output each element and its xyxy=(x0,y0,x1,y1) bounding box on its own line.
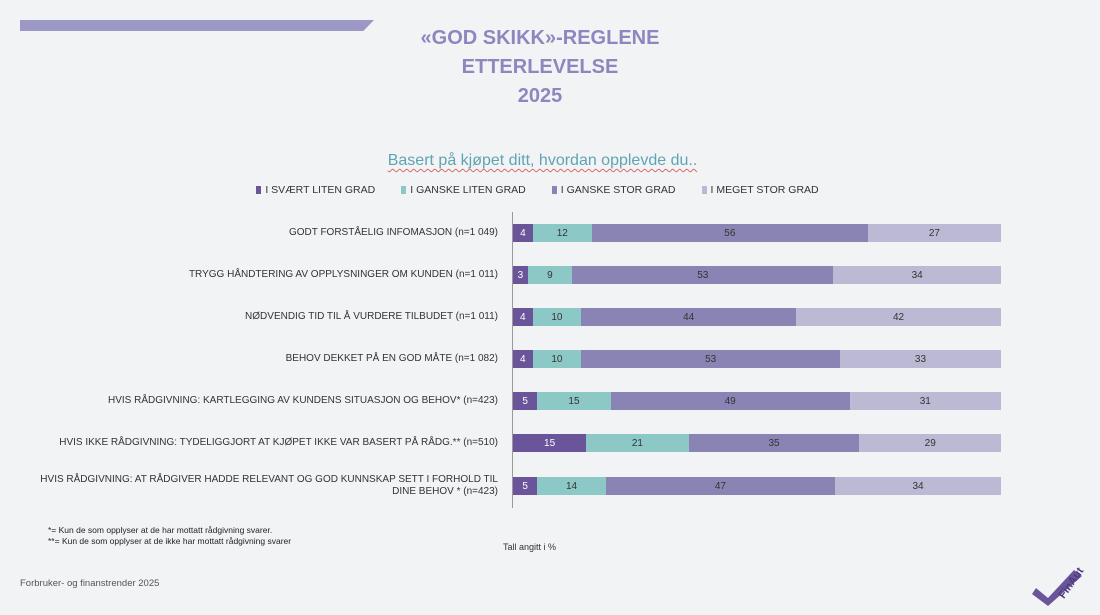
bar-segment: 14 xyxy=(537,477,606,495)
finaut-logo: FinAut xyxy=(1032,566,1086,606)
title-line-3: 2025 xyxy=(517,85,563,107)
bar-segment: 15 xyxy=(513,434,587,452)
legend-swatch xyxy=(551,186,557,194)
chart-title: Basert på kjøpet ditt, hvordan opplevde … xyxy=(387,152,698,169)
stacked-bar: 4 10 53 33 xyxy=(513,350,1001,368)
bar-segment: 3 xyxy=(513,266,528,284)
category-label: BEHOV DEKKET PÅ EN GOD MÅTE (n=1 082) xyxy=(285,353,498,364)
bar-segment: 10 xyxy=(532,350,582,368)
checkmark-logo-icon xyxy=(1032,570,1082,606)
bar-segment: 44 xyxy=(581,308,797,326)
bar-segment: 53 xyxy=(581,350,840,368)
bar-segment: 4 xyxy=(513,308,533,326)
category-label: TRYGG HÅNDTERING AV OPPLYSNINGER OM KUND… xyxy=(188,269,498,280)
stacked-bar: 4 10 44 42 xyxy=(513,308,1001,326)
legend-label: I GANSKE STOR GRAD xyxy=(560,184,676,196)
stacked-bar: 15 21 35 29 xyxy=(513,434,1001,452)
title-line-1: «GOD SKIKK»-REGLENE xyxy=(420,27,660,49)
bar-segment: 56 xyxy=(591,224,868,242)
bar-segment: 5 xyxy=(513,392,538,410)
category-label: GODT FORSTÅELIG INFOMASJON (n=1 049) xyxy=(288,227,498,238)
chart-legend: I SVÆRT LITEN GRAD I GANSKE LITEN GRAD I G… xyxy=(0,184,1075,196)
bar-segment: 9 xyxy=(527,266,573,284)
bar-segment: 12 xyxy=(532,224,592,242)
category-label: HVIS RÅDGIVNING: AT RÅDGIVER HADDE RELEV… xyxy=(40,474,498,497)
footnote-1: *= Kun de som opplyser at de har mottatt… xyxy=(48,525,273,535)
legend-swatch xyxy=(401,186,407,194)
units-note: Tall angitt i % xyxy=(503,542,557,552)
legend-item: I GANSKE LITEN GRAD xyxy=(401,184,526,196)
stacked-bar: 3 9 53 34 xyxy=(513,266,1001,284)
bar-segment: 35 xyxy=(688,434,860,452)
footnote-2: **= Kun de som opplyser at de ikke har m… xyxy=(48,536,292,546)
legend-item: I MEGET STOR GRAD xyxy=(701,184,819,196)
bar-segment: 10 xyxy=(532,308,582,326)
bar-segment: 4 xyxy=(513,350,533,368)
legend-item: I SVÆRT LITEN GRAD xyxy=(256,184,375,196)
stacked-bar: 5 14 47 34 xyxy=(513,477,1001,495)
bar-segment: 49 xyxy=(610,392,850,410)
bar-segment: 4 xyxy=(513,224,533,242)
bar-segment: 34 xyxy=(835,477,1001,495)
category-label: HVIS RÅDGIVNING: KARTLEGGING AV KUNDENS … xyxy=(107,395,498,406)
stacked-bar: 4 12 56 27 xyxy=(513,224,1001,242)
bar-segment: 53 xyxy=(572,266,834,284)
legend-label: I GANSKE LITEN GRAD xyxy=(410,184,526,196)
category-label: HVIS IKKE RÅDGIVNING: TYDELIGGJORT AT KJ… xyxy=(59,437,498,448)
category-axis xyxy=(512,212,513,508)
legend-item: I GANSKE STOR GRAD xyxy=(551,184,676,196)
bar-segment: 42 xyxy=(796,308,1001,326)
bar-segment: 5 xyxy=(513,477,538,495)
legend-swatch xyxy=(256,186,262,194)
bar-segment: 21 xyxy=(586,434,689,452)
bar-segment: 33 xyxy=(839,350,1001,368)
category-label: NØDVENDIG TID TIL Å VURDERE TILBUDET (n=… xyxy=(245,311,498,322)
bar-segment: 29 xyxy=(859,434,1001,452)
footnotes: *= Kun de som opplyser at de har mottatt… xyxy=(48,525,291,547)
source-label: Forbruker- og finanstrender 2025 xyxy=(20,578,160,589)
bar-segment: 15 xyxy=(537,392,611,410)
bar-segment: 27 xyxy=(867,224,1001,242)
bar-segment: 31 xyxy=(849,392,1001,410)
bar-segment: 34 xyxy=(833,266,1001,284)
header-accent-bar xyxy=(20,20,374,31)
title-line-2: ETTERLEVELSE xyxy=(461,56,619,78)
legend-swatch xyxy=(701,186,707,194)
logo-text: FinAut xyxy=(1056,566,1086,601)
legend-label: I MEGET STOR GRAD xyxy=(710,184,819,196)
page-title: «GOD SKIKK»-REGLENE ETTERLEVELSE 2025 xyxy=(380,24,700,111)
legend-label: I SVÆRT LITEN GRAD xyxy=(265,184,376,196)
bar-segment: 47 xyxy=(605,477,836,495)
stacked-bar: 5 15 49 31 xyxy=(513,392,1001,410)
